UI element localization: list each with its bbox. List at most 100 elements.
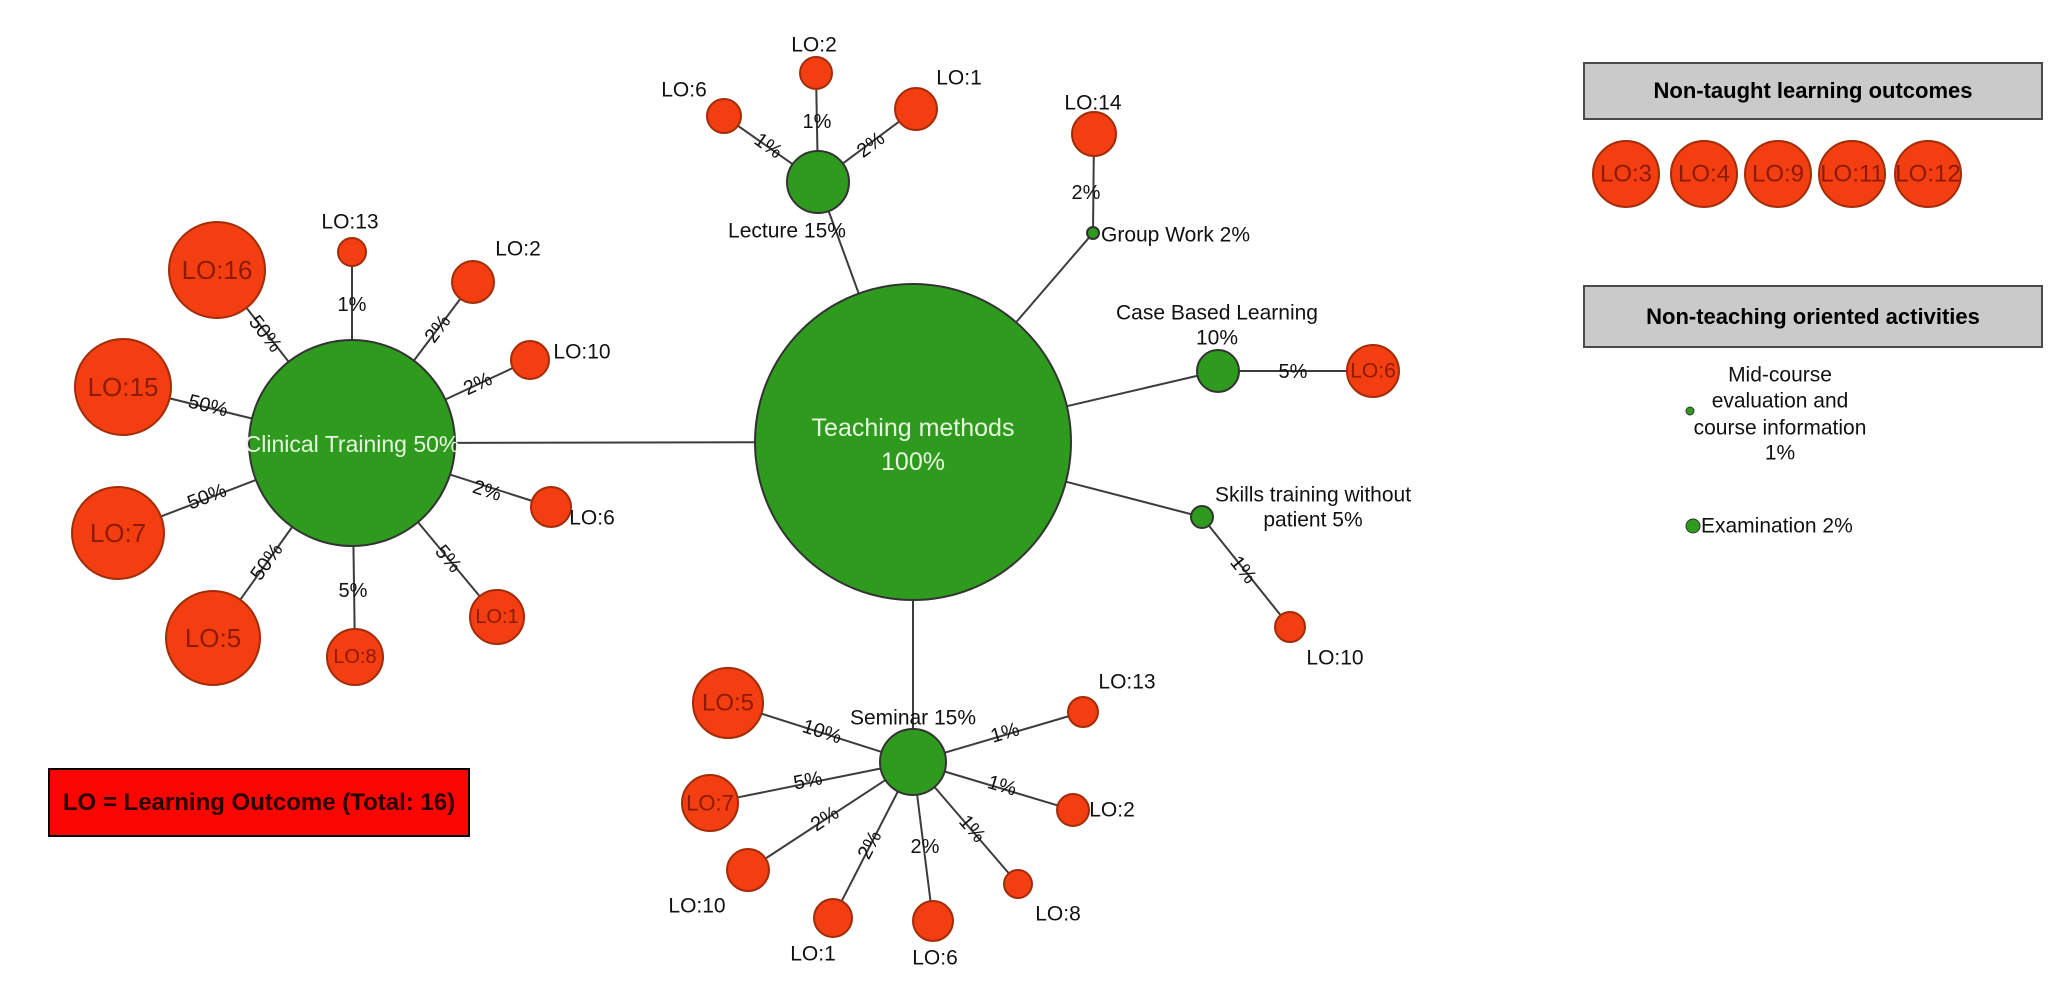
label-lecture-lo2: LO:2 xyxy=(791,34,837,57)
node-clinical-training xyxy=(248,339,456,547)
leaf-seminar-lo5 xyxy=(692,667,764,739)
leaf-lecture-lo6 xyxy=(706,98,742,134)
leaf-groupwork-lo14 xyxy=(1071,111,1117,157)
edge-clinical-lo2 xyxy=(413,298,462,362)
legend-circle-label: LO:9 xyxy=(1752,161,1804,188)
leaf-skills-lo10 xyxy=(1274,611,1306,643)
edge-clinical-lo6 xyxy=(449,473,533,502)
edge-lecture-lo1 xyxy=(842,120,900,165)
label-skills-lo10: LO:10 xyxy=(1306,647,1363,670)
legend-non-taught-header: Non-taught learning outcomes xyxy=(1583,62,2043,120)
label-clinical-lo6: LO:6 xyxy=(569,507,615,530)
legend-dot-mid-course xyxy=(1685,406,1695,416)
edge-teaching-methods-skills-training xyxy=(1065,480,1192,516)
footnote-box: LO = Learning Outcome (Total: 16) xyxy=(48,768,470,837)
legend-text-mid-course: Mid-course xyxy=(1728,364,1832,387)
label-teaching-methods: 100% xyxy=(881,448,945,476)
pct-clinical-lo13: 1% xyxy=(338,294,367,316)
pct-seminar-lo13: 1% xyxy=(988,718,1022,747)
pct-lecture-lo6: 1% xyxy=(750,129,786,164)
leaf-casebased-lo6 xyxy=(1346,344,1400,398)
pct-lecture-lo2: 1% xyxy=(803,111,832,133)
label-casebased-lo6: LO:6 xyxy=(1350,360,1396,383)
leaf-clinical-lo2 xyxy=(451,260,495,304)
label-clinical-lo1: LO:1 xyxy=(475,606,518,628)
legend-circle-lo4 xyxy=(1670,140,1738,208)
edge-teaching-methods-clinical-training xyxy=(454,441,756,444)
pct-clinical-lo5: 50% xyxy=(246,539,287,585)
edge-seminar-lo7 xyxy=(737,767,881,799)
leaf-seminar-lo2 xyxy=(1056,793,1090,827)
pct-clinical-lo6: 2% xyxy=(470,476,504,506)
label-clinical-lo2: LO:2 xyxy=(495,238,541,261)
leaf-seminar-lo1 xyxy=(813,898,853,938)
legend-non-teaching-header: Non-teaching oriented activities xyxy=(1583,285,2043,348)
edge-clinical-lo16 xyxy=(245,307,290,363)
edge-skills-lo10 xyxy=(1208,524,1282,616)
label-seminar-lo7: LO:7 xyxy=(686,791,734,816)
edge-clinical-lo8 xyxy=(352,545,356,630)
edge-lecture-lo2 xyxy=(815,88,819,152)
leaf-seminar-lo10 xyxy=(726,848,770,892)
label-seminar-lo10: LO:10 xyxy=(668,895,725,918)
label-clinical-lo16: LO:16 xyxy=(182,255,253,285)
legend-text-mid-course: evaluation and xyxy=(1712,390,1849,413)
legend-circle-lo9 xyxy=(1744,140,1812,208)
label-clinical-lo7: LO:7 xyxy=(90,518,146,548)
leaf-seminar-lo7 xyxy=(681,774,739,832)
leaf-clinical-lo13 xyxy=(337,237,367,267)
label-clinical-lo8: LO:8 xyxy=(333,646,376,668)
label-seminar-lo1: LO:1 xyxy=(790,943,836,966)
edge-lecture-lo6 xyxy=(737,124,794,166)
edge-seminar-lo10 xyxy=(765,779,886,860)
label-case-based-learning: 10% xyxy=(1196,327,1238,350)
label-seminar-lo13: LO:13 xyxy=(1098,671,1155,694)
pct-clinical-lo15: 50% xyxy=(186,391,230,422)
label-skills-training: Skills training without xyxy=(1215,484,1411,507)
label-seminar-lo5: LO:5 xyxy=(702,690,754,717)
edge-teaching-methods-case-based-learning xyxy=(1066,374,1198,408)
legend-non-teaching-title: Non-teaching oriented activities xyxy=(1646,303,1980,329)
pct-seminar-lo1: 2% xyxy=(854,827,887,863)
node-lecture xyxy=(786,150,850,214)
edge-seminar-lo2 xyxy=(944,770,1058,807)
leaf-clinical-lo6 xyxy=(530,486,572,528)
leaf-seminar-lo13 xyxy=(1067,696,1099,728)
pct-seminar-lo10: 2% xyxy=(807,802,843,836)
legend-circle-lo12 xyxy=(1894,140,1962,208)
edge-teaching-methods-lecture xyxy=(827,210,860,294)
leaf-clinical-lo8 xyxy=(326,628,384,686)
node-teaching-methods xyxy=(754,283,1072,601)
leaf-clinical-lo10 xyxy=(510,340,550,380)
legend-dot-examination xyxy=(1685,518,1701,534)
edge-clinical-lo10 xyxy=(444,367,514,401)
legend-text-mid-course: 1% xyxy=(1765,442,1795,465)
pct-clinical-lo7: 50% xyxy=(184,479,229,514)
legend-text-mid-course: course information xyxy=(1694,417,1867,440)
node-case-based-learning xyxy=(1196,349,1240,393)
node-seminar xyxy=(879,728,947,796)
pct-clinical-lo2: 2% xyxy=(421,311,456,347)
label-seminar: Seminar 15% xyxy=(850,707,976,730)
legend-circle-label: LO:3 xyxy=(1600,161,1652,188)
edge-seminar-lo1 xyxy=(840,790,899,902)
leaf-seminar-lo6 xyxy=(912,900,954,942)
label-clinical-lo5: LO:5 xyxy=(185,623,241,653)
label-case-based-learning: Case Based Learning xyxy=(1116,302,1318,325)
label-lecture-lo1: LO:1 xyxy=(936,67,982,90)
pct-seminar-lo5: 10% xyxy=(800,715,845,748)
edge-seminar-lo6 xyxy=(916,794,932,902)
pct-seminar-lo2: 1% xyxy=(985,771,1019,800)
label-skills-training: patient 5% xyxy=(1263,509,1362,532)
label-clinical-lo10: LO:10 xyxy=(553,341,610,364)
label-teaching-methods: Teaching methods xyxy=(812,414,1015,442)
edge-groupwork-lo14 xyxy=(1092,155,1095,228)
label-lecture: Lecture 15% xyxy=(728,220,846,243)
label-seminar-lo2: LO:2 xyxy=(1089,799,1135,822)
legend-text-examination: Examination 2% xyxy=(1701,515,1853,538)
leaf-clinical-lo5 xyxy=(165,590,261,686)
legend-non-taught-title: Non-taught learning outcomes xyxy=(1653,78,1973,103)
leaf-lecture-lo1 xyxy=(894,87,938,131)
